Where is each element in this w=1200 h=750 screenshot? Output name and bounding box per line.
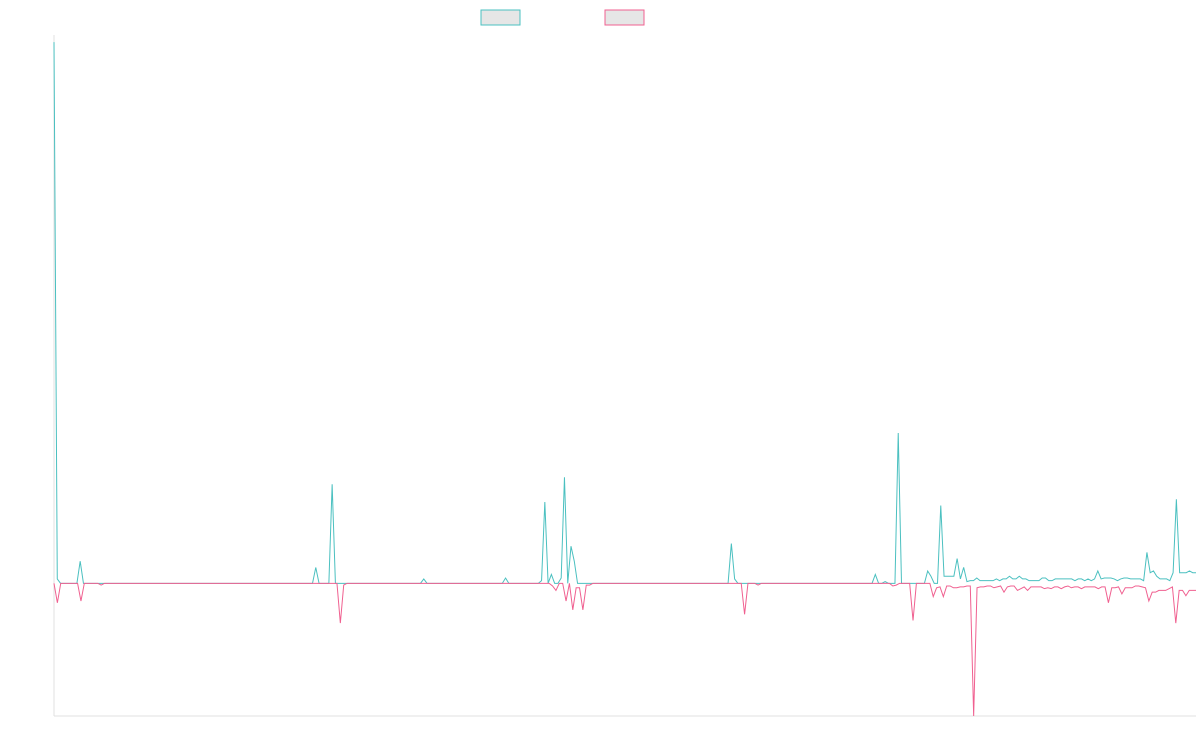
legend-swatch-series-1[interactable] — [480, 9, 521, 26]
plot-area — [53, 42, 1196, 717]
legend-swatch-series-2[interactable] — [604, 9, 645, 26]
series-2-line — [53, 582, 1196, 717]
series-1-line — [53, 42, 1196, 584]
chart-legend[interactable] — [480, 9, 645, 26]
